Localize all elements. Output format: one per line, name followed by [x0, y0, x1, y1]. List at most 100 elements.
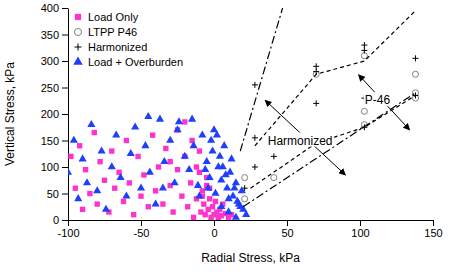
- point: [219, 162, 227, 169]
- point: [252, 82, 258, 88]
- point: [87, 191, 92, 196]
- point: [83, 167, 88, 172]
- point: [102, 178, 107, 183]
- point: [173, 125, 181, 132]
- point: [242, 210, 250, 217]
- point: [236, 202, 244, 209]
- point: [207, 136, 215, 143]
- point: [203, 212, 208, 217]
- point: [271, 153, 277, 159]
- series: [242, 53, 419, 202]
- point: [102, 205, 110, 212]
- point: [112, 130, 120, 137]
- point: [188, 180, 193, 185]
- axis-line: [68, 9, 69, 221]
- envelope-line: [240, 8, 282, 151]
- tick-label: 350: [41, 29, 59, 41]
- annotation-arrow: [265, 100, 345, 175]
- tick: 0: [53, 214, 68, 226]
- tick-mark: [68, 220, 69, 226]
- tick: 150: [424, 220, 442, 239]
- point: [207, 196, 212, 201]
- tick-mark: [62, 61, 68, 62]
- point: [83, 178, 91, 185]
- marks: [68, 8, 419, 220]
- point: [206, 173, 214, 180]
- series: [242, 42, 419, 191]
- point: [185, 204, 190, 209]
- point: [141, 172, 146, 177]
- legend-item: Load + Overburden: [73, 56, 183, 68]
- x-axis-title: Radial Stress, kPa: [201, 251, 300, 265]
- point: [170, 209, 175, 214]
- point: [201, 201, 206, 206]
- point: [361, 53, 367, 59]
- point: [210, 204, 215, 209]
- point: [70, 136, 78, 143]
- point: [203, 157, 211, 164]
- point: [73, 186, 78, 191]
- tick-label: 50: [47, 188, 59, 200]
- point: [153, 188, 158, 193]
- point: [242, 196, 248, 202]
- tick-mark: [62, 114, 68, 115]
- legend-marker: [75, 14, 81, 20]
- tick-mark: [433, 220, 434, 226]
- tick-label: -50: [134, 227, 150, 239]
- tick: 100: [351, 220, 369, 239]
- point: [137, 183, 145, 190]
- point: [127, 149, 135, 156]
- legend-item: Harmonized: [75, 41, 148, 53]
- point: [116, 173, 124, 180]
- point: [412, 55, 418, 61]
- tick-mark: [360, 220, 361, 226]
- legend-label: Harmonized: [88, 41, 147, 53]
- point: [213, 199, 218, 204]
- tick-label: 100: [41, 161, 59, 173]
- tick-mark: [214, 220, 215, 226]
- point: [146, 204, 151, 209]
- point: [194, 181, 202, 188]
- point: [163, 146, 168, 151]
- point: [220, 141, 228, 148]
- point: [232, 213, 240, 220]
- point: [79, 154, 87, 161]
- series: [68, 119, 234, 220]
- tick-label: 100: [351, 227, 369, 239]
- point: [77, 143, 82, 148]
- tick: 150: [41, 135, 68, 147]
- point: [92, 130, 97, 135]
- tick: 300: [41, 55, 68, 67]
- point: [222, 170, 230, 177]
- point: [182, 119, 187, 124]
- point: [68, 168, 72, 175]
- point: [252, 135, 258, 141]
- point: [68, 154, 73, 159]
- point: [160, 157, 168, 164]
- point: [127, 180, 132, 185]
- point: [112, 186, 117, 191]
- point: [313, 63, 319, 69]
- tick-label: 50: [281, 227, 293, 239]
- point: [198, 130, 206, 137]
- point: [108, 162, 116, 169]
- legend-marker: [74, 28, 81, 35]
- point: [175, 167, 180, 172]
- point: [152, 199, 160, 206]
- point: [150, 133, 155, 138]
- point: [93, 186, 101, 193]
- point: [122, 191, 130, 198]
- chart: -100-50050100150050100150200250300350400…: [0, 0, 450, 272]
- point: [242, 175, 248, 181]
- tick: 100: [41, 161, 68, 173]
- tick-label: 400: [41, 2, 59, 14]
- legend-item: Load Only: [75, 11, 139, 23]
- point: [97, 159, 102, 164]
- point: [175, 117, 183, 124]
- tick-label: 150: [424, 227, 442, 239]
- point: [200, 188, 205, 193]
- annotation-background: [364, 92, 391, 106]
- point: [197, 148, 202, 153]
- tick-label: 150: [41, 135, 59, 147]
- annotations: HarmonizedP-46: [265, 75, 410, 175]
